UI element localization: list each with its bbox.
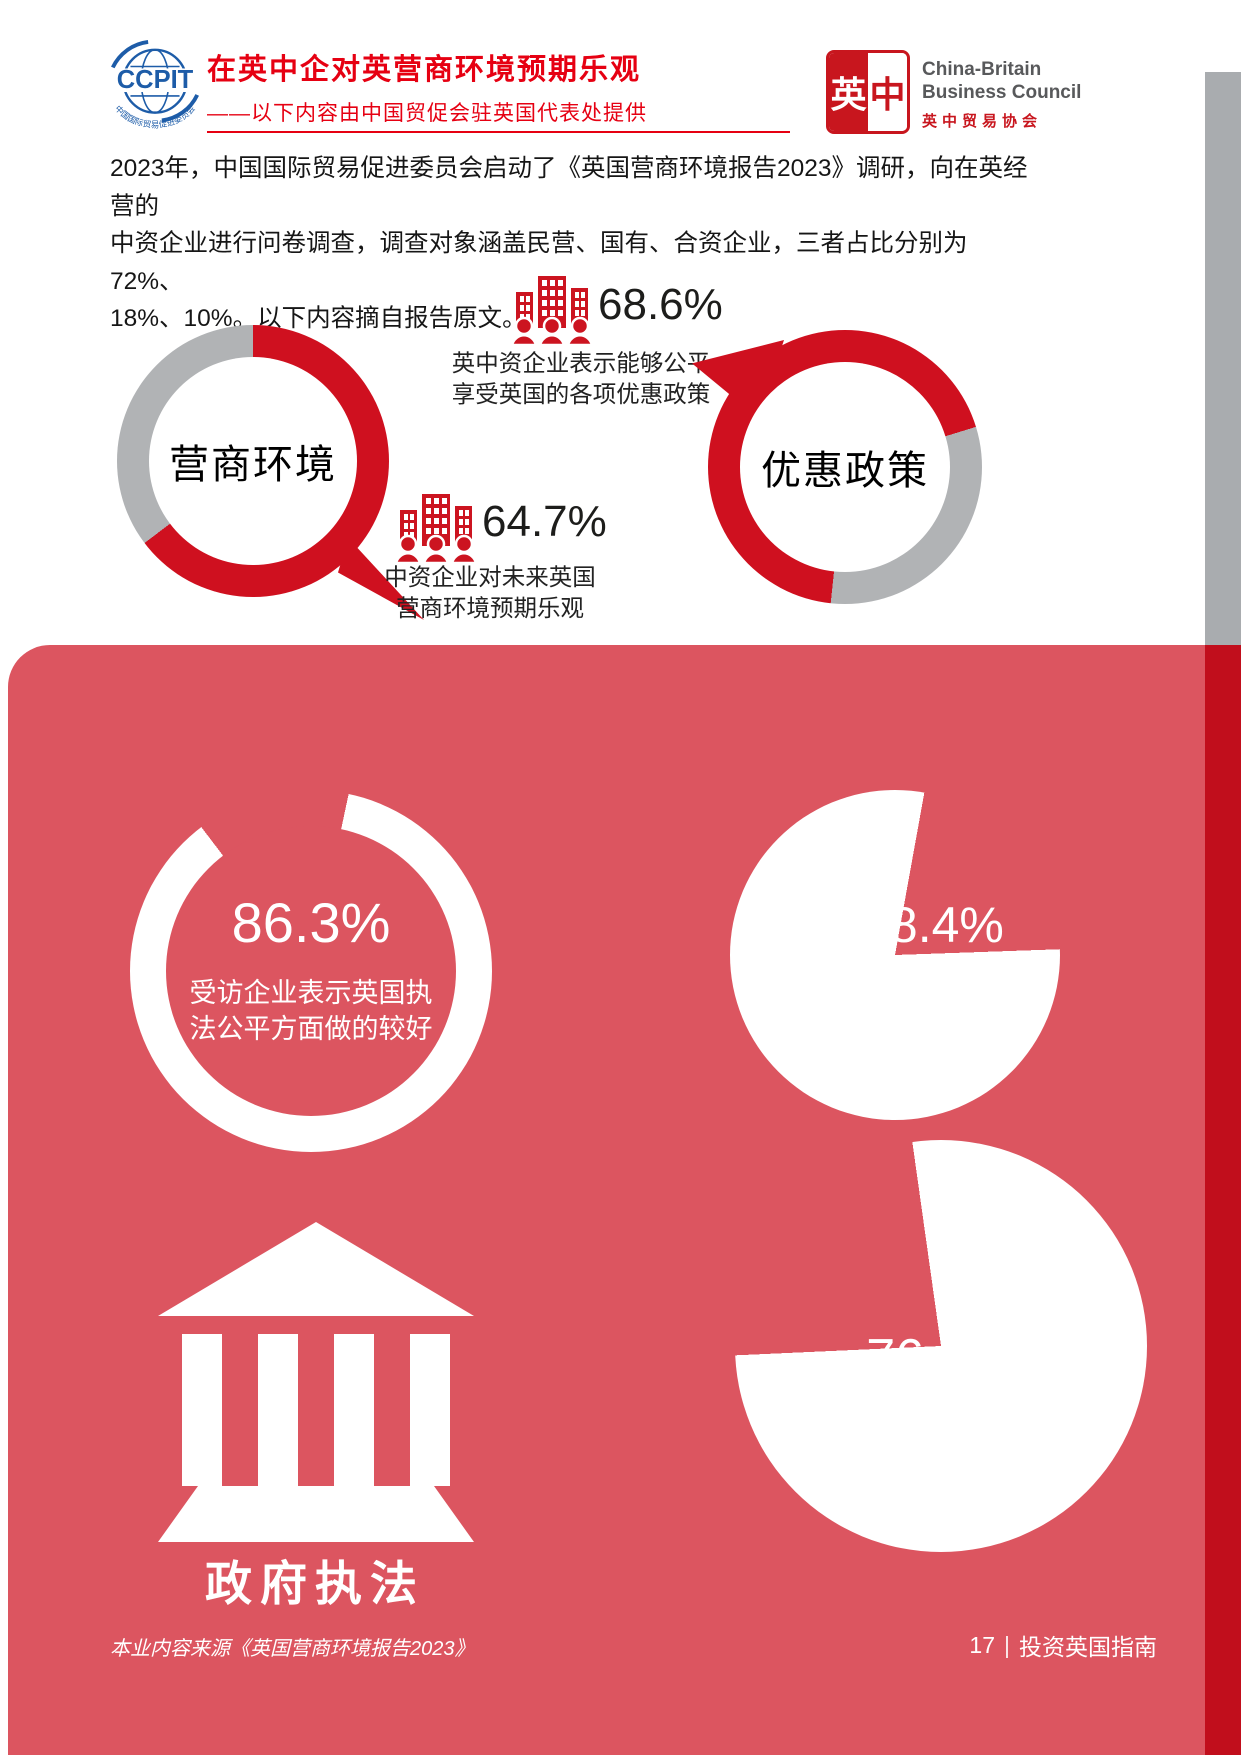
cbbc-logo: 英 中 China-Britain Business Council 英中贸易协…	[826, 50, 1081, 134]
donut-environment-label: 营商环境	[169, 443, 337, 487]
stat-enforcement-fair-caption: 受访企业表示英国执 法公平方面做的较好	[189, 977, 433, 1044]
stat-environment-caption: 中资企业对未来英国 营商环境预期乐观	[384, 564, 596, 621]
stat-discretion-caption: 中企表示，英国规 范实行自由裁量权	[832, 1407, 1048, 1474]
cbbc-char-ying: 英	[829, 53, 868, 131]
section-label-government-enforcement: 政府执法	[205, 1557, 425, 1610]
donut-enforcement-fair: 86.3% 受访企业表示英国执 法公平方面做的较好	[130, 790, 492, 1152]
cbbc-cn-name: 英中贸易协会	[922, 113, 1043, 130]
edge-stripe-gray	[1205, 72, 1241, 645]
page-title: 在英中企对英营商环境预期乐观	[207, 54, 642, 86]
svg-text:中国国际贸易促进委员会: 中国国际贸易促进委员会	[113, 103, 197, 130]
footer-page-number: 17	[969, 1631, 996, 1658]
cbbc-logo-text: China-Britain Business Council 英中贸易协会	[922, 50, 1081, 131]
ccpit-logo: CCPIT 中国国际贸易促进委员会	[101, 38, 209, 148]
footer-page-label: 投资英国指南	[1019, 1634, 1157, 1660]
stat-enforcement-fair-value: 86.3%	[231, 890, 391, 954]
footer-page-indicator: 17 | 投资英国指南	[969, 1628, 1157, 1662]
page-subtitle: ——以下内容由中国贸促会驻英国代表处提供	[207, 102, 647, 125]
government-bank-icon	[158, 1222, 474, 1542]
footer-divider: |	[1004, 1631, 1010, 1658]
stat-no-discrimination: 78.4% 中资企业反映，在 英国投资经营未遭 受过歧视性执法	[818, 896, 1048, 1072]
cbbc-logo-mark: 英 中	[826, 50, 910, 134]
company-people-icon	[510, 270, 594, 347]
donut-discretion	[735, 1140, 1147, 1552]
stat-discretion: 76.5% 中企表示，英国规 范实行自由裁量权	[800, 1328, 1080, 1478]
stat-policy-caption: 英中资企业表示能够公平 享受英国的各项优惠政策	[451, 350, 711, 407]
donut-policy: 优惠政策	[708, 330, 982, 604]
company-people-icon	[394, 488, 478, 565]
stat-no-discrimination-caption: 中资企业反映，在 英国投资经营未遭 受过歧视性执法	[828, 972, 1037, 1070]
cbbc-char-zhong: 中	[868, 53, 907, 131]
stat-environment-value: 64.7%	[482, 497, 607, 546]
donut-policy-label: 优惠政策	[761, 449, 929, 493]
stat-no-discrimination-value: 78.4%	[862, 897, 1004, 953]
donut-no-discrimination	[730, 790, 1060, 1120]
intro-paragraph: 2023年，中国国际贸易促进委员会启动了《英国营商环境报告2023》调研，向在英…	[110, 155, 1028, 332]
edge-stripe-red	[1205, 645, 1241, 1755]
cbbc-en-line2: Business Council	[922, 82, 1082, 103]
svg-text:CCPIT: CCPIT	[117, 66, 194, 94]
stat-discretion-value: 76.5%	[866, 1329, 1014, 1387]
stat-policy-value: 68.6%	[598, 280, 723, 329]
footer-source-note: 本业内容来源《英国营商环境报告2023》	[110, 1638, 475, 1660]
ccpit-globe-icon: CCPIT 中国国际贸易促进委员会	[111, 39, 199, 130]
donut-environment: 营商环境	[117, 325, 389, 597]
title-divider	[207, 131, 790, 133]
cbbc-en-line1: China-Britain	[922, 59, 1042, 80]
